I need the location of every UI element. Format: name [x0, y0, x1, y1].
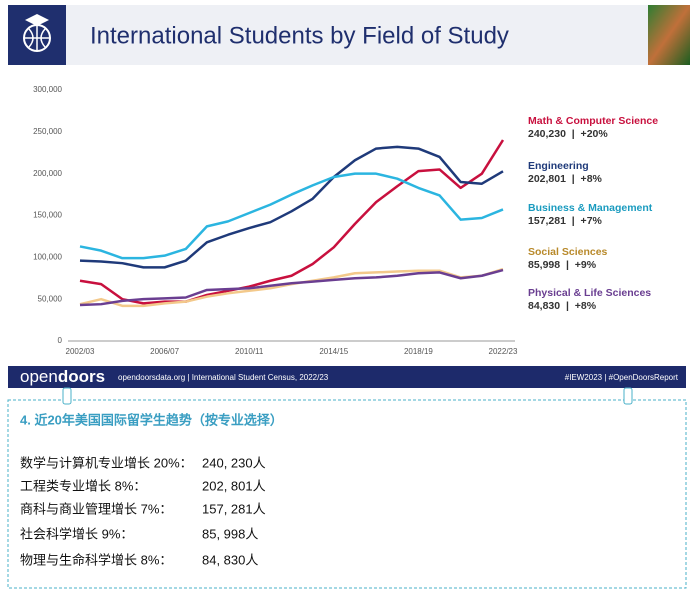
globe-lines — [24, 25, 50, 51]
notes-heading: 4. 近20年美国国际留学生趋势（按专业选择） — [20, 412, 283, 427]
y-tick-label: 0 — [58, 336, 63, 345]
note-value: 157, 281人 — [202, 501, 266, 516]
y-tick-label: 150,000 — [33, 211, 62, 220]
notes-box — [7, 399, 687, 589]
y-tick-label: 50,000 — [38, 294, 63, 303]
legend-name: Math & Computer Science — [528, 115, 658, 127]
legend-name: Business & Management — [528, 202, 653, 214]
y-tick-label: 200,000 — [33, 169, 62, 178]
header-band — [8, 5, 686, 65]
note-value: 85, 998人 — [202, 526, 258, 541]
cap-icon — [25, 14, 49, 26]
x-tick-label: 2022/23 — [489, 347, 518, 356]
series-line — [79, 139, 505, 305]
footer-tags: #IEW2023 | #OpenDoorsReport — [565, 373, 679, 382]
note-label: 工程类专业增长 8%： — [20, 478, 146, 493]
logo-open: open — [20, 367, 58, 386]
note-label: 商科与商业管理增长 7%： — [20, 501, 172, 516]
note-value: 84, 830人 — [202, 552, 258, 567]
legend-summary: 157,281 | +7% — [528, 215, 603, 227]
header-title: International Students by Field of Study — [90, 22, 509, 49]
logo-doors: doors — [58, 367, 105, 386]
note-label: 物理与生命科学增长 8%： — [20, 552, 172, 567]
pin — [62, 387, 72, 405]
x-tick-label: 2006/07 — [150, 347, 179, 356]
x-tick-label: 2018/19 — [404, 347, 433, 356]
x-tick-label: 2002/03 — [66, 347, 95, 356]
note-value: 202, 801人 — [202, 478, 266, 493]
legend-name: Physical & Life Sciences — [528, 287, 651, 299]
legend-summary: 84,830 | +8% — [528, 300, 597, 312]
series-line — [79, 145, 504, 269]
series-line — [79, 172, 504, 260]
chart: 0 50,000 100,000 150,000 200,000 250,000 300,0… — [33, 85, 658, 356]
legend-summary: 240,230 | +20% — [528, 128, 608, 140]
y-tick-label: 250,000 — [33, 127, 62, 136]
legend-name: Social Sciences — [528, 246, 608, 258]
note-label: 社会科学增长 9%： — [20, 526, 133, 541]
x-tick-label: 2014/15 — [319, 347, 348, 356]
y-tick-label: 300,000 — [33, 85, 62, 94]
note-label: 数学与计算机专业增长 20%： — [20, 455, 193, 470]
footer-band — [8, 366, 686, 388]
legend-summary: 202,801 | +8% — [528, 173, 603, 185]
legend-name: Engineering — [528, 160, 589, 172]
note-value: 240, 230人 — [202, 455, 266, 470]
pin — [623, 387, 633, 405]
series-line — [79, 268, 504, 307]
x-tick-label: 2010/11 — [235, 347, 264, 356]
footer-source: opendoorsdata.org | International Studen… — [118, 373, 329, 382]
footer-logo: opendoors — [20, 367, 105, 386]
header-image — [648, 5, 690, 65]
legend-summary: 85,998 | +9% — [528, 259, 597, 271]
y-tick-label: 100,000 — [33, 252, 62, 261]
